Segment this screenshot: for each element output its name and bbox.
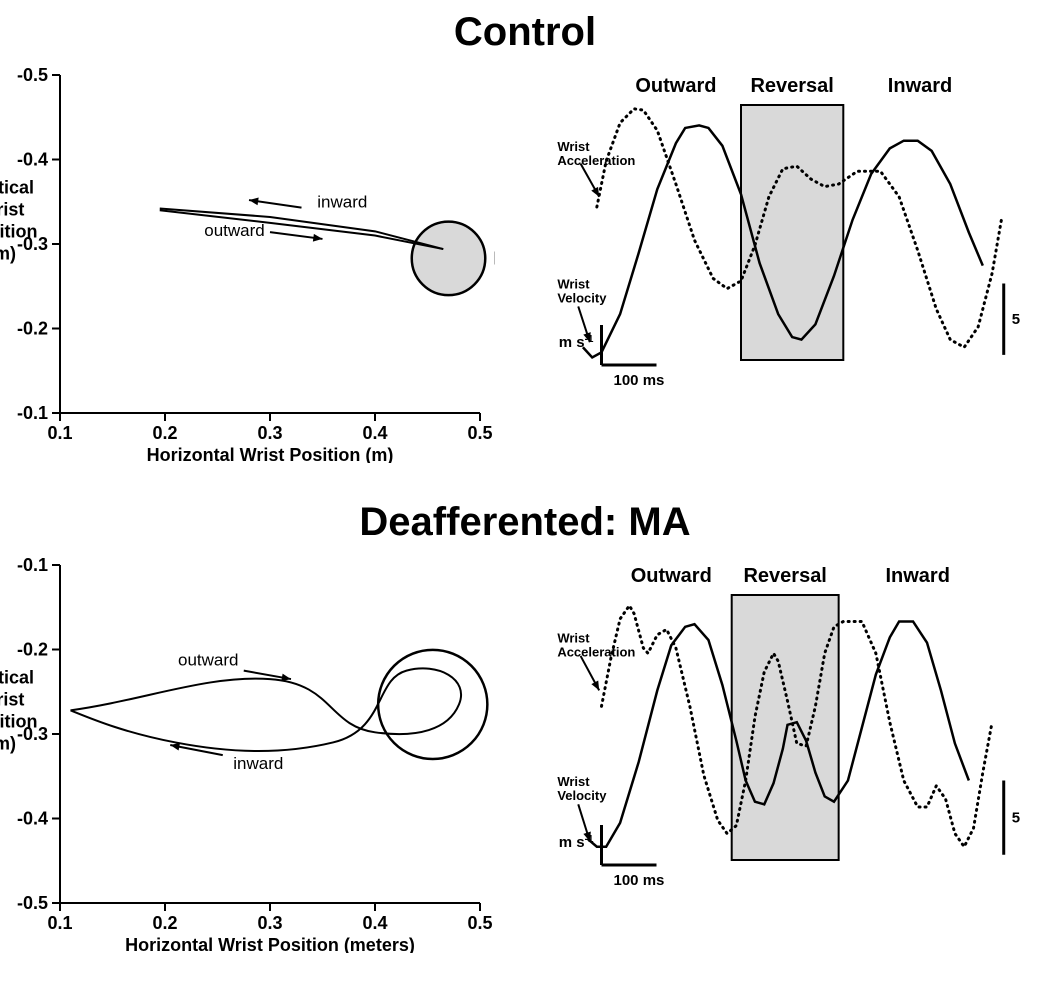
svg-text:Inward: Inward [885,565,949,587]
svg-text:Wrist: Wrist [557,774,590,789]
svg-text:100 ms: 100 ms [614,372,665,389]
svg-text:Position: Position [0,221,38,241]
svg-text:0.3: 0.3 [257,423,282,443]
svg-text:Horizontal Wrist Position (m): Horizontal Wrist Position (m) [147,445,394,463]
svg-text:0.5: 0.5 [467,913,492,933]
svg-text:0.2: 0.2 [152,913,177,933]
svg-text:0.2 m s-1: 0.2 m s-1 [555,834,594,852]
svg-text:-0.2: -0.2 [17,319,48,339]
svg-text:Wrist: Wrist [557,139,590,154]
svg-text:Horizontal Wrist Position (met: Horizontal Wrist Position (meters) [125,935,415,953]
svg-text:Wrist: Wrist [0,689,24,709]
svg-text:-0.2: -0.2 [17,640,48,660]
svg-text:Reversal: Reversal [743,565,826,587]
svg-text:0.2 m s-1: 0.2 m s-1 [555,334,594,352]
svg-text:0.2: 0.2 [152,423,177,443]
svg-text:0.3: 0.3 [257,913,282,933]
svg-text:inward: inward [317,192,367,211]
svg-text:-0.1: -0.1 [17,403,48,423]
svg-text:5 m s-2: 5 m s-2 [1012,311,1020,329]
svg-text:-0.4: -0.4 [17,150,48,170]
svg-text:-0.1: -0.1 [17,555,48,575]
svg-text:Wrist: Wrist [0,199,24,219]
svg-text:Wrist: Wrist [557,277,590,292]
svg-text:-0.5: -0.5 [17,893,48,913]
svg-text:0.4: 0.4 [362,913,387,933]
svg-text:Acceleration: Acceleration [557,153,635,168]
svg-text:100 ms: 100 ms [614,872,665,889]
svg-text:0.1: 0.1 [47,423,72,443]
svg-text:Vertical: Vertical [0,667,34,687]
svg-text:Outward: Outward [631,565,712,587]
svg-text:0.5: 0.5 [467,423,492,443]
svg-text:-0.4: -0.4 [17,809,48,829]
svg-text:Reversal: Reversal [493,248,495,268]
svg-text:Acceleration: Acceleration [557,645,635,660]
title-control: Control [0,10,1050,55]
svg-text:-0.5: -0.5 [17,65,48,85]
svg-text:Inward: Inward [888,75,952,97]
svg-text:0.4: 0.4 [362,423,387,443]
svg-text:inward: inward [233,754,283,773]
svg-text:Vertical: Vertical [0,177,34,197]
svg-text:outward: outward [204,221,264,240]
svg-text:Velocity: Velocity [557,788,607,803]
chart-control-left: 0.10.20.30.40.5-0.5-0.4-0.3-0.2-0.1Horiz… [0,65,495,463]
svg-text:0.1: 0.1 [47,913,72,933]
svg-text:(m): (m) [0,243,16,263]
svg-text:Outward: Outward [635,75,716,97]
svg-text:(m): (m) [0,733,16,753]
svg-text:outward: outward [178,651,238,670]
chart-deaff-left: 0.10.20.30.40.5-0.1-0.2-0.3-0.4-0.5Horiz… [0,555,495,953]
chart-deaff-right: OutwardReversalInwardWristAccelerationWr… [555,560,1020,915]
chart-control-right: OutwardReversalInwardWristAccelerationWr… [555,70,1020,415]
title-deafferented: Deafferented: MA [0,500,1050,545]
svg-text:Wrist: Wrist [557,631,590,646]
svg-text:Velocity: Velocity [557,291,607,306]
svg-text:Position: Position [0,711,38,731]
svg-text:5 m s-2: 5 m s-2 [1012,809,1020,827]
svg-text:Reversal: Reversal [750,75,833,97]
